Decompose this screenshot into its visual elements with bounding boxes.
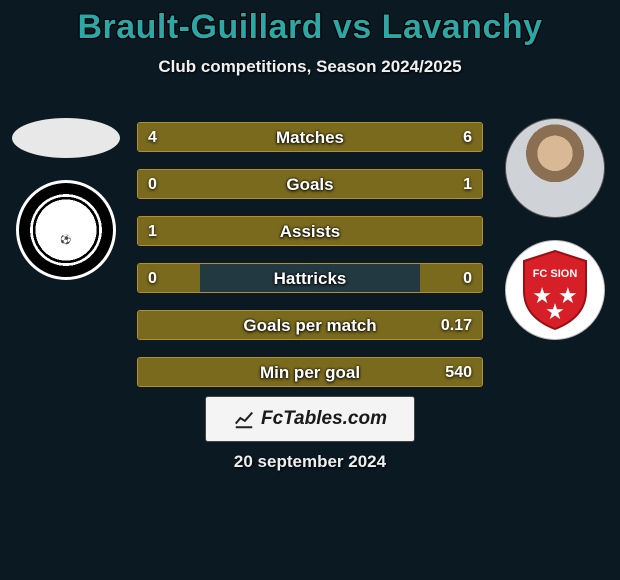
svg-text:FC SION: FC SION	[533, 268, 578, 280]
stat-label: Assists	[138, 217, 482, 246]
stat-row: 540Min per goal	[137, 357, 483, 387]
left-player-column: FC LUGANO⚽	[6, 118, 126, 280]
player-photo-right	[505, 118, 605, 218]
svg-text:★: ★	[545, 299, 565, 324]
chart-icon	[233, 408, 255, 430]
comparison-subtitle: Club competitions, Season 2024/2025	[0, 57, 620, 77]
stat-label: Goals per match	[138, 311, 482, 340]
right-player-column: FC SION ★ ★ ★	[500, 118, 610, 340]
stat-row: 00Hattricks	[137, 263, 483, 293]
club-logo-lugano-text: FC LUGANO⚽	[43, 215, 90, 246]
stat-row: 01Goals	[137, 169, 483, 199]
stat-label: Hattricks	[138, 264, 482, 293]
stats-bars: 46Matches 01Goals 1Assists 00Hattricks 0.17G…	[137, 122, 483, 404]
stat-row: 46Matches	[137, 122, 483, 152]
stat-label: Matches	[138, 123, 482, 152]
club-logo-lugano: FC LUGANO⚽	[16, 180, 116, 280]
stat-label: Goals	[138, 170, 482, 199]
comparison-title: Brault-Guillard vs Lavanchy	[0, 0, 620, 47]
stat-label: Min per goal	[138, 358, 482, 387]
branding-badge: FcTables.com	[205, 396, 415, 442]
stat-row: 1Assists	[137, 216, 483, 246]
stat-row: 0.17Goals per match	[137, 310, 483, 340]
comparison-date: 20 september 2024	[0, 452, 620, 472]
branding-text: FcTables.com	[261, 408, 387, 430]
sion-shield-icon: FC SION ★ ★ ★	[520, 249, 590, 331]
club-logo-sion: FC SION ★ ★ ★	[505, 240, 605, 340]
player-photo-left	[12, 118, 120, 158]
